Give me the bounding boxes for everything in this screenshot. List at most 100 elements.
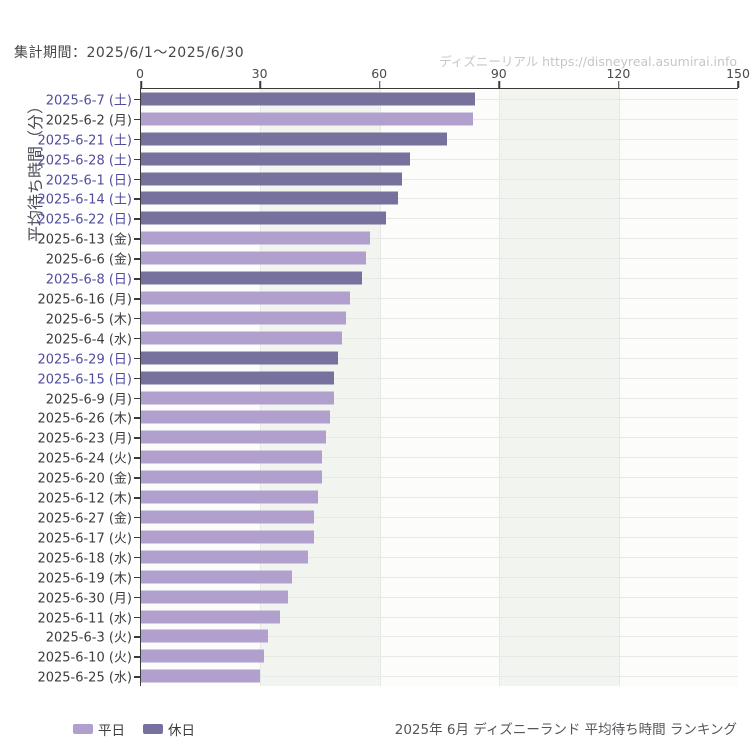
table-row: 2025-6-6 (金) [46,248,738,268]
bar-2025-6-22日[interactable] [141,211,386,225]
category-label: 2025-6-18 (水) [37,551,132,567]
y-tick-mark [134,397,140,400]
table-row: 2025-6-18 (水) [37,547,738,567]
table-row: 2025-6-12 (木) [37,487,738,507]
y-tick-mark [134,118,140,121]
bar-2025-6-30月[interactable] [141,590,289,604]
row-gridline [141,158,738,160]
table-row: 2025-6-21 (土) [37,129,738,149]
legend-item-weekday[interactable]: 平日 [73,719,125,739]
bar-2025-6-23月[interactable] [141,430,327,444]
table-row: 2025-6-28 (土) [37,149,738,169]
bar-2025-6-10火[interactable] [141,649,265,663]
row-gridline [141,337,738,339]
category-label: 2025-6-11 (水) [37,611,132,627]
legend-weekday-label: 平日 [98,723,125,739]
bar-2025-6-17火[interactable] [141,530,315,544]
table-row: 2025-6-16 (月) [37,288,738,308]
x-tick-mark-30 [259,81,262,88]
table-row: 2025-6-11 (水) [37,607,738,627]
bar-2025-6-13金[interactable] [141,231,370,245]
bar-2025-6-14土[interactable] [141,191,398,205]
x-tick-label-120: 120 [606,66,631,81]
y-tick-mark [134,676,140,678]
category-label: 2025-6-17 (火) [37,531,132,547]
bar-2025-6-15日[interactable] [141,371,335,385]
y-tick-mark [134,317,140,320]
legend-item-holiday[interactable]: 休日 [143,719,195,739]
category-label: 2025-6-13 (金) [37,232,132,248]
table-row: 2025-6-8 (日) [46,268,738,288]
background-band-4 [618,89,738,686]
bar-2025-6-26木[interactable] [141,410,331,424]
y-tick-mark [134,198,140,200]
x-tick-label-0: 0 [136,66,144,81]
y-tick-mark [134,298,140,300]
table-row: 2025-6-9 (月) [46,388,738,408]
bar-2025-6-1日[interactable] [141,172,402,186]
bar-2025-6-9月[interactable] [141,391,335,405]
table-row: 2025-6-1 (日) [46,169,738,189]
category-label: 2025-6-25 (水) [37,670,132,686]
bar-2025-6-27金[interactable] [141,510,315,524]
bar-2025-6-5木[interactable] [141,311,346,325]
category-label: 2025-6-20 (金) [37,471,132,487]
bar-2025-6-18水[interactable] [141,550,309,564]
bar-2025-6-20金[interactable] [141,470,323,484]
table-row: 2025-6-24 (火) [37,447,738,467]
row-gridline [141,676,738,678]
bar-2025-6-8日[interactable] [141,271,362,285]
legend-holiday-label: 休日 [168,723,195,739]
y-tick-mark [134,616,140,619]
table-row: 2025-6-2 (月) [46,109,738,129]
y-tick-mark [134,258,140,260]
bar-2025-6-11水[interactable] [141,610,281,624]
category-label: 2025-6-2 (月) [45,113,132,129]
table-row: 2025-6-19 (木) [37,567,738,587]
category-label: 2025-6-28 (土) [37,153,132,169]
category-label: 2025-6-5 (木) [45,312,132,328]
y-tick-mark [134,536,140,539]
bar-2025-6-12木[interactable] [141,490,319,504]
bar-2025-6-25水[interactable] [141,669,261,683]
holiday-swatch-icon [143,724,163,734]
table-row: 2025-6-10 (火) [37,646,738,666]
y-tick-mark [134,377,140,380]
row-gridline [141,258,738,260]
table-row: 2025-6-7 (土) [46,89,738,109]
bar-2025-6-19木[interactable] [141,570,293,584]
background-band-3 [499,89,619,686]
row-gridline [141,417,738,419]
category-label: 2025-6-30 (月) [37,591,132,607]
category-label: 2025-6-15 (日) [37,372,132,388]
bar-2025-6-4水[interactable] [141,331,342,345]
bar-2025-6-29日[interactable] [141,351,338,365]
category-label: 2025-6-8 (日) [45,272,132,288]
bar-2025-6-16月[interactable] [141,291,350,305]
bar-2025-6-21土[interactable] [141,132,448,146]
table-row: 2025-6-25 (水) [37,666,738,686]
table-row: 2025-6-26 (木) [37,408,738,428]
category-label: 2025-6-26 (木) [37,411,132,427]
y-tick-mark [134,477,140,479]
bar-2025-6-6金[interactable] [141,251,366,265]
y-tick-mark [134,656,140,658]
category-label: 2025-6-19 (木) [37,571,132,587]
y-tick-mark [134,556,140,559]
y-tick-mark [134,238,140,240]
bar-2025-6-24火[interactable] [141,450,323,464]
bar-2025-6-2月[interactable] [141,112,474,126]
x-tick-label-150: 150 [726,66,750,81]
row-gridline [141,178,738,180]
y-tick-mark [134,636,140,638]
x-tick-mark-0 [140,81,142,88]
bar-2025-6-7土[interactable] [141,92,476,106]
category-label: 2025-6-29 (日) [37,352,132,368]
bar-2025-6-28土[interactable] [141,152,410,166]
bar-rows: 2025-6-7 (土) 2025-6-2 (月) 2025-6-21 (土) 202… [37,89,738,686]
category-label: 2025-6-7 (土) [45,93,132,109]
chart-plot-area: 2025-6-7 (土) 2025-6-2 (月) 2025-6-21 (土) 202… [37,81,739,686]
row-gridline [141,497,738,499]
y-tick-mark [134,138,140,141]
bar-2025-6-3火[interactable] [141,629,269,643]
